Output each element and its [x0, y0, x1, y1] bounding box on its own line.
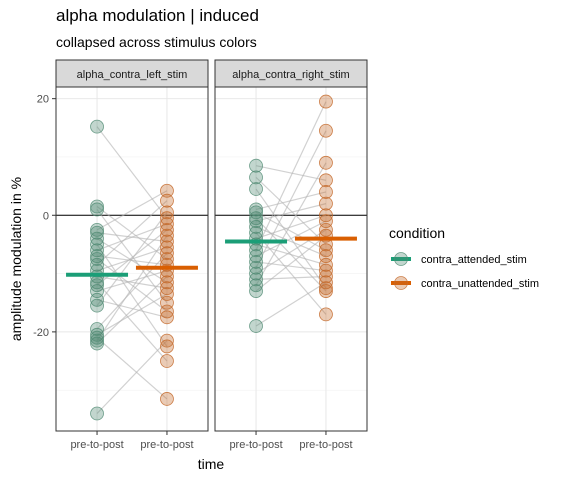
data-point-attended — [91, 299, 104, 312]
legend-key-point — [395, 277, 408, 290]
data-point-attended — [91, 407, 104, 420]
data-point-unattended — [160, 392, 173, 405]
x-tick-label: pre-to-post — [140, 439, 193, 451]
data-point-attended — [250, 285, 263, 298]
x-tick-label: pre-to-post — [229, 439, 282, 451]
y-tick-label: 20 — [37, 94, 49, 106]
legend-label: contra_attended_stim — [421, 254, 527, 266]
data-point-attended — [250, 159, 263, 172]
y-tick-label: -20 — [33, 327, 49, 339]
data-point-attended — [250, 320, 263, 333]
data-point-attended — [91, 203, 104, 216]
legend-label: contra_unattended_stim — [421, 278, 539, 290]
data-point-unattended — [319, 197, 332, 210]
facet-strip-label-2: alpha_contra_right_stim — [232, 69, 349, 81]
panel-background-2 — [215, 87, 367, 431]
data-point-attended — [250, 183, 263, 196]
data-point-unattended — [319, 124, 332, 137]
y-tick-label: 0 — [43, 210, 49, 222]
legend-title: condition — [389, 225, 445, 241]
data-point-unattended — [319, 185, 332, 198]
data-point-unattended — [160, 311, 173, 324]
data-point-attended — [91, 337, 104, 350]
x-axis-title: time — [198, 456, 225, 472]
legend-key-point — [395, 253, 408, 266]
x-tick-label: pre-to-post — [299, 439, 352, 451]
data-point-unattended — [319, 156, 332, 169]
data-point-unattended — [319, 308, 332, 321]
x-tick-label: pre-to-post — [70, 439, 123, 451]
facet-strip-label-1: alpha_contra_left_stim — [77, 69, 188, 81]
y-axis-title: amplitude modulation in % — [8, 177, 24, 341]
data-point-unattended — [319, 95, 332, 108]
data-point-unattended — [160, 340, 173, 353]
data-point-attended — [91, 120, 104, 133]
data-point-attended — [250, 171, 263, 184]
data-point-unattended — [319, 174, 332, 187]
data-point-unattended — [319, 285, 332, 298]
data-point-unattended — [160, 355, 173, 368]
data-point-unattended — [160, 194, 173, 207]
